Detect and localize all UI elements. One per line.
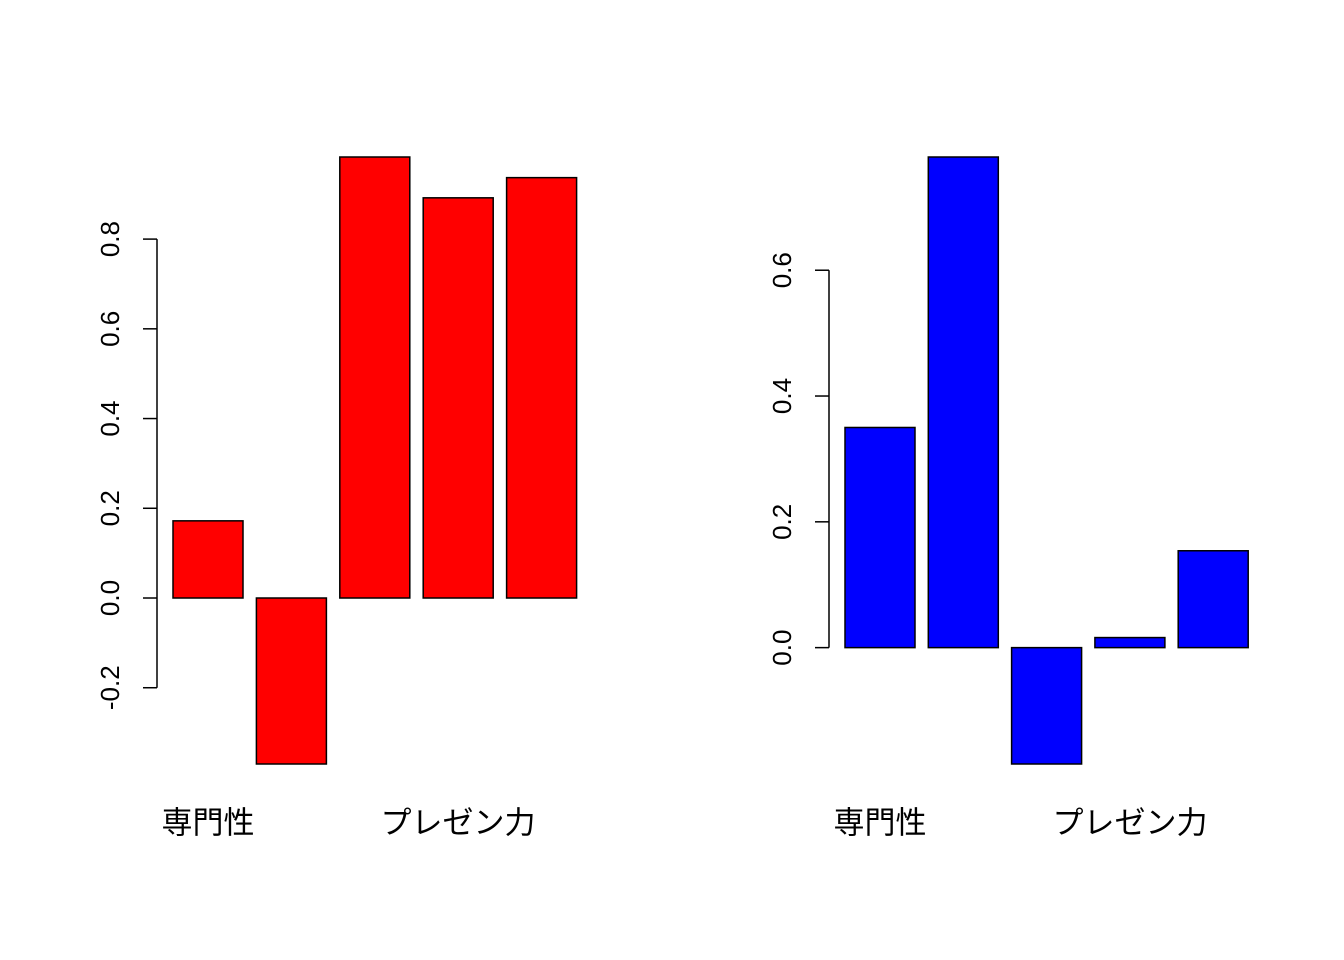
bar-5 <box>1177 550 1249 649</box>
category-label: 専門性 <box>162 806 255 841</box>
bar-4 <box>422 197 494 599</box>
bar-2 <box>255 597 328 765</box>
left-bar-chart: -0.2 0.0 0.2 0.4 0.6 0.8 専門性 プレゼン力 <box>95 156 578 841</box>
y-tick-label: 0.2 <box>95 490 125 526</box>
category-label: プレゼン力 <box>1053 806 1208 841</box>
bar-1 <box>844 426 916 649</box>
y-tick-label: 0.0 <box>767 630 797 666</box>
bar-3 <box>1010 646 1083 765</box>
category-label: 専門性 <box>834 806 927 841</box>
category-label: プレゼン力 <box>381 806 536 841</box>
y-tick-label: 0.0 <box>95 580 125 616</box>
y-tick-label: 0.6 <box>95 311 125 347</box>
bar-1 <box>172 520 244 599</box>
bar-5 <box>505 176 578 599</box>
right-bar-chart: 0.0 0.2 0.4 0.6 専門性 プレゼン力 <box>767 156 1249 841</box>
y-tick-label: 0.4 <box>767 378 797 414</box>
bar-4 <box>1094 636 1166 649</box>
bar-2 <box>927 156 1000 649</box>
y-tick-label: -0.2 <box>95 665 125 710</box>
y-tick-label: 0.4 <box>95 400 125 436</box>
y-tick-label: 0.8 <box>95 221 125 257</box>
y-tick-label: 0.2 <box>767 504 797 540</box>
bar-3 <box>339 156 411 599</box>
y-tick-label: 0.6 <box>767 252 797 288</box>
